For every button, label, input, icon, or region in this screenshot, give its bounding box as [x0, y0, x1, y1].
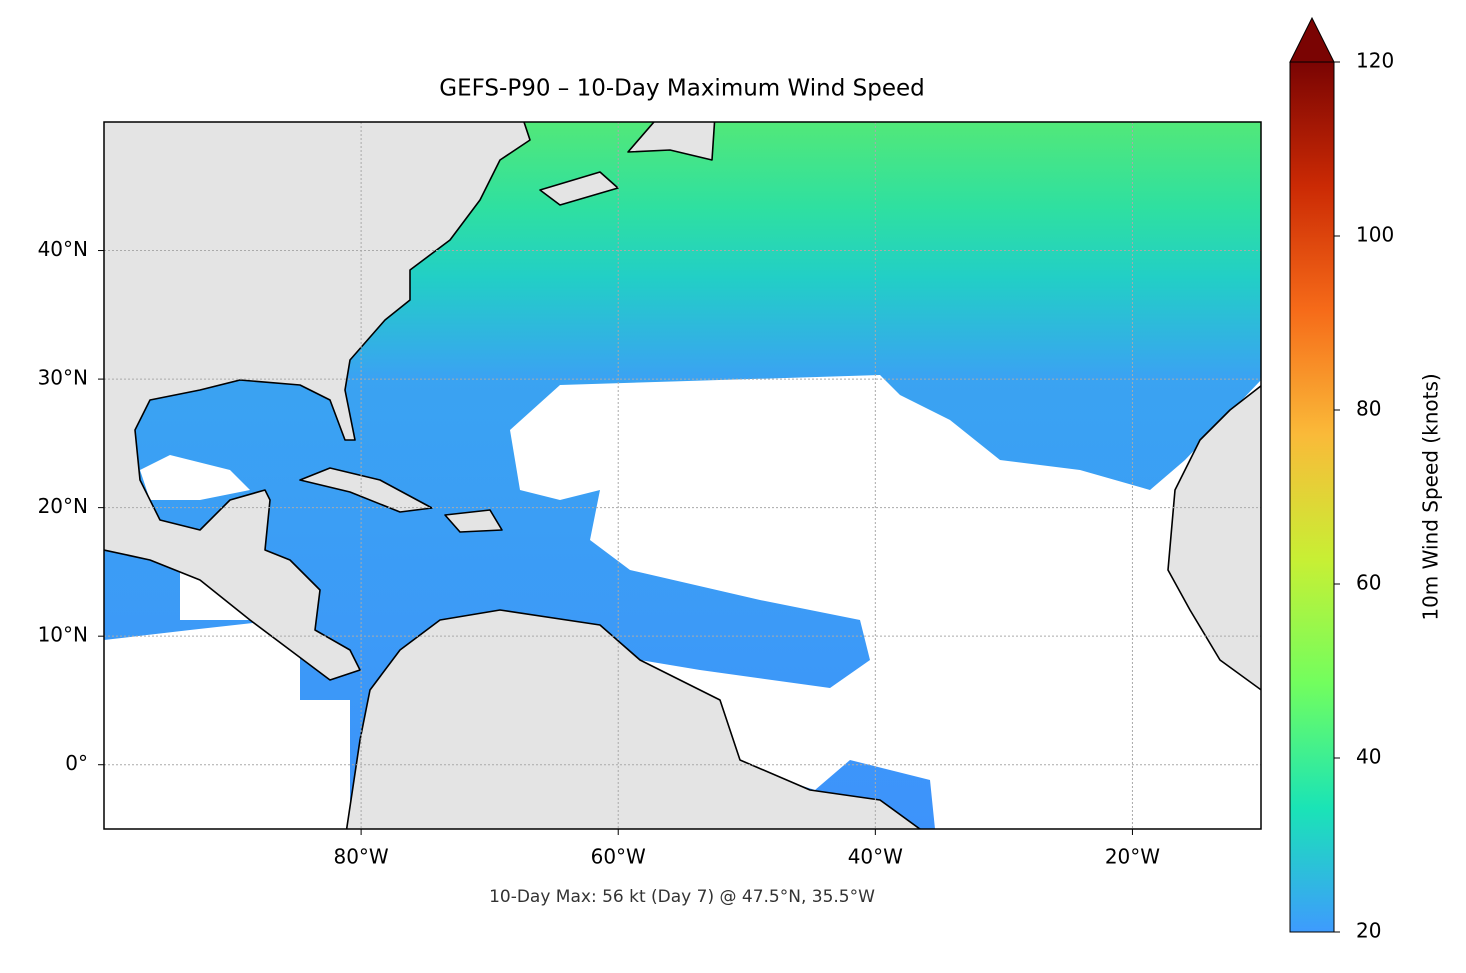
colorbar-label: 10m Wind Speed (knots)	[1419, 373, 1443, 620]
y-tick-label: 0°	[65, 751, 88, 775]
colorbar-tick-label: 80	[1356, 397, 1381, 421]
footnote: 10-Day Max: 56 kt (Day 7) @ 47.5°N, 35.5…	[489, 887, 875, 907]
x-tick-label: 20°W	[1105, 845, 1160, 869]
x-tick-label: 40°W	[848, 845, 903, 869]
calm-area	[140, 455, 250, 500]
chart-title: GEFS-P90 – 10-Day Maximum Wind Speed	[439, 76, 924, 102]
newfoundland	[627, 122, 716, 161]
colorbar	[1289, 61, 1335, 933]
colorbar-tick-label: 120	[1356, 49, 1394, 73]
y-tick-label: 40°N	[38, 237, 88, 261]
map	[104, 122, 1261, 829]
south-america	[345, 609, 922, 829]
colorbar-tick-label: 60	[1356, 571, 1381, 595]
colorbar-tick-label: 100	[1356, 223, 1394, 247]
colorbar-extend	[1289, 16, 1335, 63]
y-tick-label: 20°N	[38, 494, 88, 518]
x-tick-label: 60°W	[591, 845, 646, 869]
colorbar-tick-label: 40	[1356, 745, 1381, 769]
calm-area	[104, 560, 350, 829]
hispaniola	[444, 509, 503, 533]
colorbar-tick-label: 20	[1356, 919, 1381, 943]
plot-frame	[103, 121, 1262, 830]
x-tick-label: 80°W	[333, 845, 388, 869]
y-tick-label: 30°N	[38, 366, 88, 390]
north-america	[104, 122, 531, 681]
africa	[1167, 384, 1261, 691]
y-tick-label: 10°N	[38, 623, 88, 647]
